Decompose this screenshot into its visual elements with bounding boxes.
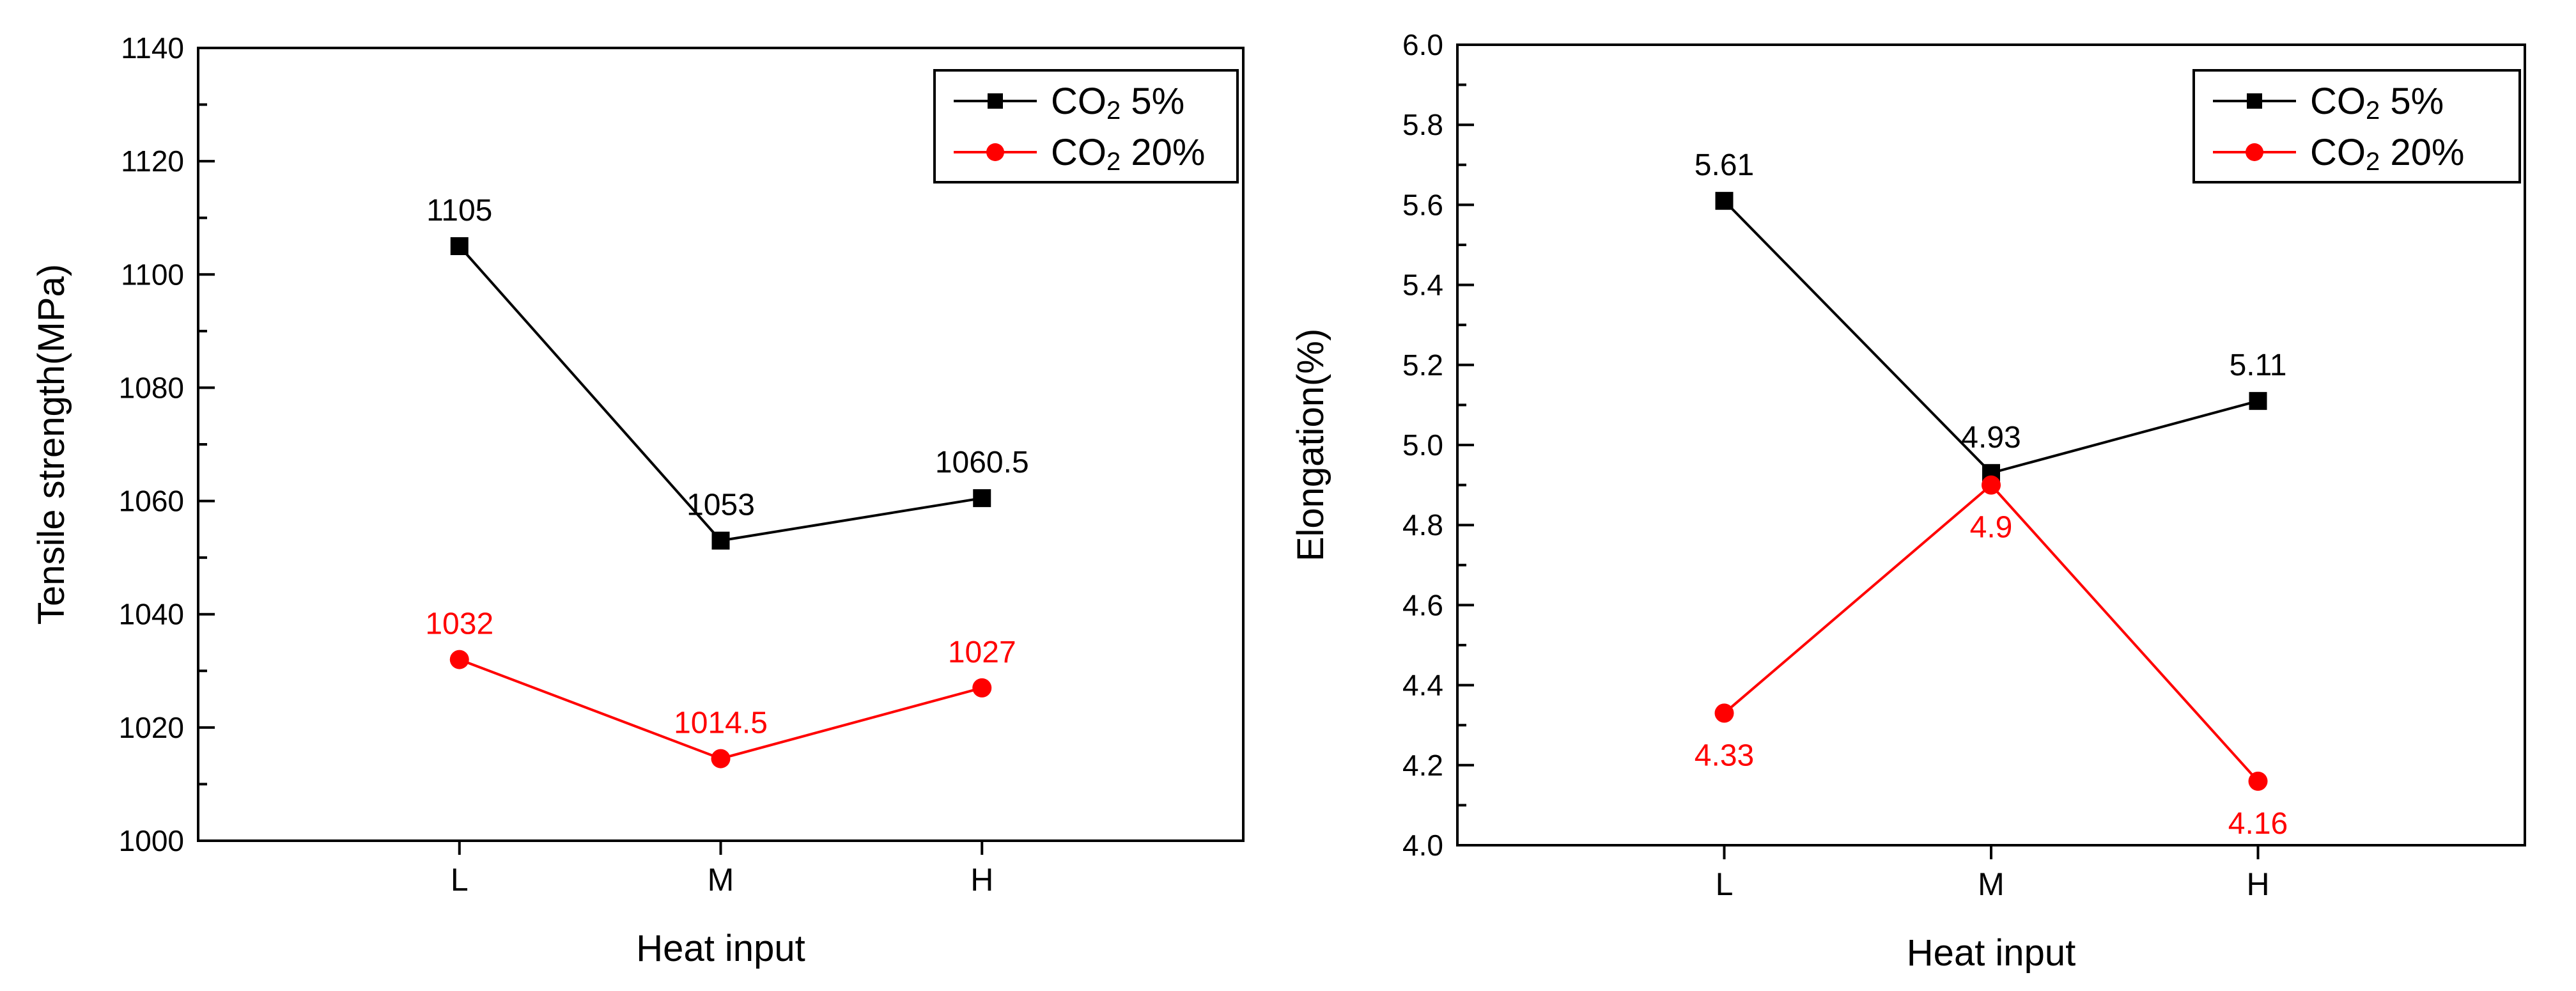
elongation-data-label: 4.9 (1970, 511, 2013, 545)
tensile-y-tick-label: 1020 (119, 711, 184, 744)
elongation-legend-text: 5% (2380, 81, 2444, 122)
tensile-y-tick-label: 1140 (121, 31, 184, 65)
elongation-y-tick-label: 4.4 (1402, 669, 1443, 702)
tensile-y-tick-label: 1060 (119, 485, 184, 518)
tensile-chart: 1000 1020 1040 1060 1080 1100 1120 1140 L M H Heat … (31, 31, 1245, 969)
elongation-data-label: 4.33 (1695, 738, 1754, 772)
tensile-data-label: 1027 (948, 636, 1016, 669)
tensile-legend-label: CO2 20% (1051, 132, 1205, 176)
elongation-data-label: 4.93 (1961, 421, 2021, 455)
tensile-y-tick-label: 1080 (119, 371, 184, 404)
tensile-series-co2-5: 1105 1053 1060.5 (426, 194, 1029, 550)
elongation-y-tick-label: 5.6 (1402, 188, 1443, 221)
elongation-x-tick-label: H (2246, 866, 2269, 902)
tensile-data-label: 1032 (425, 607, 493, 641)
tensile-x-tick-label: L (451, 862, 469, 898)
elongation-legend-label: CO2 5% (2310, 81, 2444, 125)
tensile-series-co2-20: 1032 1014.5 1027 (425, 607, 1016, 769)
tensile-y-tick-label: 1120 (121, 144, 184, 178)
elongation-y-tick-label: 4.0 (1402, 829, 1443, 862)
elongation-y-tick-label: 4.2 (1402, 749, 1443, 782)
elongation-series-co2-20: 4.33 4.9 4.16 (1695, 475, 2288, 841)
tensile-data-label: 1105 (426, 194, 492, 228)
tensile-x-axis-title: Heat input (636, 928, 805, 969)
elongation-legend-text: CO (2310, 132, 2366, 173)
tensile-data-point (711, 749, 731, 769)
elongation-y-tick-label: 6.0 (1402, 28, 1443, 61)
elongation-x-axis-title: Heat input (1907, 932, 2076, 974)
tensile-legend-marker (986, 143, 1004, 161)
elongation-legend: CO2 5%CO2 20% (2192, 69, 2521, 183)
tensile-x-tick-label: H (970, 862, 993, 898)
elongation-data-label: 4.16 (2228, 807, 2288, 841)
elongation-y-tick-label: 5.0 (1402, 428, 1443, 462)
elongation-y-axis-title: Elongation(%) (1290, 329, 1331, 561)
tensile-legend-marker (988, 93, 1003, 109)
elongation-y-tick-label: 4.6 (1402, 588, 1443, 621)
tensile-legend-text: 5% (1121, 81, 1184, 122)
elongation-data-label: 5.11 (2230, 348, 2287, 382)
tensile-data-label: 1053 (687, 488, 755, 522)
elongation-data-point (1714, 703, 1734, 723)
elongation-y-tick-label: 5.2 (1402, 348, 1443, 382)
elongation-x-tick-label: M (1978, 866, 2005, 902)
tensile-data-label: 1060.5 (935, 446, 1029, 480)
tensile-data-label: 1014.5 (674, 706, 768, 740)
tensile-data-point (711, 531, 730, 550)
tensile-data-point (450, 237, 469, 255)
tensile-legend-box (933, 69, 1239, 183)
tensile-data-point (973, 489, 991, 508)
tensile-legend: CO2 5%CO2 20% (933, 69, 1239, 183)
elongation-chart: 4.0 4.2 4.4 4.6 4.8 5.0 5.2 5.4 5.6 5.8 6.0 L M H Heat… (1290, 28, 2526, 974)
elongation-series-co2-5: 5.61 4.93 5.11 (1695, 148, 2287, 482)
tensile-legend-text: CO (1051, 81, 1106, 122)
tensile-y-tick-label: 1000 (119, 824, 184, 857)
elongation-legend-text: 20% (2380, 132, 2464, 173)
elongation-legend-label: CO2 20% (2310, 132, 2464, 176)
elongation-data-point (2249, 392, 2267, 410)
elongation-x-tick-label: L (1716, 866, 1734, 902)
elongation-y-tick-label: 4.8 (1402, 508, 1443, 542)
elongation-data-point (2248, 771, 2268, 791)
tensile-y-tick-label: 1100 (121, 258, 184, 291)
tensile-legend-text: 20% (1121, 132, 1205, 173)
tensile-data-point (972, 678, 992, 698)
tensile-legend-subscript: 2 (1106, 148, 1121, 176)
tensile-legend-label: CO2 5% (1051, 81, 1184, 125)
elongation-legend-box (2192, 69, 2521, 183)
tensile-legend-text: CO (1051, 132, 1106, 173)
elongation-legend-subscript: 2 (2366, 148, 2380, 176)
tensile-data-point (449, 650, 469, 669)
tensile-y-tick-label: 1040 (119, 598, 184, 631)
elongation-legend-marker (2246, 143, 2263, 161)
elongation-data-label: 5.61 (1695, 148, 1754, 182)
tensile-x-tick-label: M (708, 862, 734, 898)
elongation-legend-subscript: 2 (2366, 97, 2380, 125)
elongation-legend-text: CO (2310, 81, 2366, 122)
tensile-y-axis-title: Tensile strength(MPa) (31, 264, 72, 625)
elongation-y-tick-label: 5.8 (1402, 108, 1443, 141)
elongation-data-point (1715, 192, 1734, 210)
elongation-y-tick-label: 5.4 (1402, 269, 1443, 302)
tensile-legend-subscript: 2 (1106, 97, 1121, 125)
elongation-legend-marker (2247, 93, 2262, 109)
elongation-data-point (1982, 475, 2001, 495)
